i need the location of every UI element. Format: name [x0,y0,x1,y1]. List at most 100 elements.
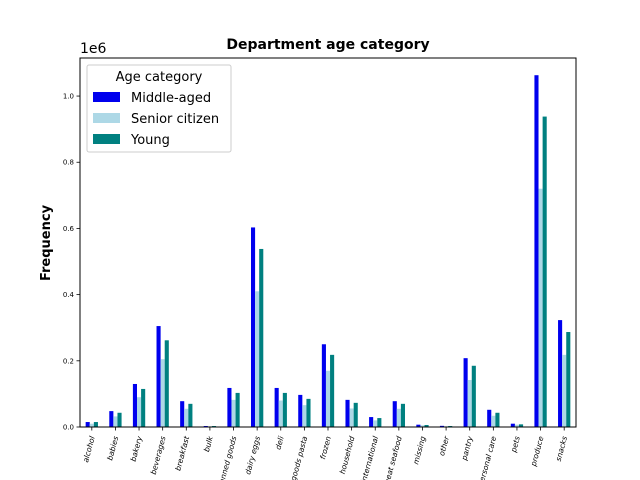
x-tick-label: personal care [476,435,498,480]
bar-young-alcohol [93,422,98,427]
bar-senior-citizen-pantry [467,380,472,427]
x-tick-label: frozen [318,435,333,460]
bar-middle-aged-other [439,425,445,427]
bar-young-produce [542,116,547,427]
y-tick-label: 0.0 [63,424,74,432]
x-tick-label: missing [411,435,427,465]
bar-middle-aged-personal-care [487,409,492,427]
chart-title: Department age category [226,37,429,53]
bar-middle-aged-alcohol [85,422,90,427]
bar-young-bakery [141,388,146,427]
bar-senior-citizen-babies [113,416,118,427]
bar-middle-aged-canned-goods [227,387,232,427]
bar-senior-citizen-meat-seafood [396,408,401,427]
y-multiplier: 1e6 [80,41,107,57]
legend-label: Middle-aged [131,91,211,106]
bar-middle-aged-pets [510,423,515,427]
plot-frame [79,57,577,428]
bar-middle-aged-international [369,417,374,427]
y-tick-label: 1.0 [63,93,74,101]
y-tick-label: 0.8 [63,159,74,167]
bar-senior-citizen-personal-care [491,415,496,427]
bar-middle-aged-produce [534,75,539,427]
bar-senior-citizen-deli [278,400,283,427]
x-tick-label: other [437,434,451,457]
bar-young-pantry [471,365,476,427]
legend-swatch [93,92,120,102]
bar-young-canned-goods [235,392,240,427]
bar-young-missing [424,425,429,427]
x-tick-label: dry goods pasta [285,435,309,480]
x-tick-label: household [338,435,357,475]
bar-young-household [353,402,358,427]
x-tick-label: breakfast [173,434,191,472]
bars-group [85,75,571,427]
bar-middle-aged-dairy-eggs [250,227,256,427]
bar-senior-citizen-pets [514,424,520,427]
legend-box [86,64,232,153]
bar-senior-citizen-dairy-eggs [255,291,260,427]
y-axis-label: Frequency [39,204,54,281]
bar-senior-citizen-frozen [325,370,331,427]
x-tick-label: alcohol [81,434,97,463]
legend-items: Middle-aged Senior citizen Young [93,91,219,148]
bar-senior-citizen-beverages [160,359,165,427]
x-tick-label: babies [105,435,120,461]
bar-middle-aged-dry-goods-pasta [298,394,303,427]
bar-young-international [377,418,382,427]
legend-label: Senior citizen [131,112,219,127]
bar-young-deli [282,392,287,427]
x-tick-label: meat seafood [382,435,404,480]
bar-young-personal-care [495,412,500,427]
bar-young-dry-goods-pasta [306,398,311,427]
x-tick-label: beverages [149,435,168,475]
bar-senior-citizen-produce [538,188,543,427]
bar-middle-aged-bakery [132,383,137,427]
bar-senior-citizen-alcohol [89,423,94,427]
bar-senior-citizen-canned-goods [231,399,236,427]
legend: Age category Middle-aged Senior citizen Yo… [86,64,232,153]
bar-young-frozen [330,354,335,427]
bar-senior-citizen-international [373,420,378,427]
bar-young-breakfast [188,403,193,427]
bar-middle-aged-breakfast [180,401,185,427]
x-tick-label: snacks [554,435,569,462]
bar-middle-aged-missing [416,424,421,427]
x-tick-label: bulk [202,435,215,453]
x-tick-label: produce [529,435,546,468]
bar-senior-citizen-dry-goods-pasta [302,405,307,427]
bar-middle-aged-pantry [463,358,468,427]
bar-middle-aged-beverages [156,326,161,427]
bar-young-pets [519,424,524,427]
bar-middle-aged-frozen [321,344,326,427]
bar-senior-citizen-breakfast [184,408,189,427]
bar-young-beverages [164,340,169,427]
bar-senior-citizen-missing [420,425,425,427]
legend-swatch [93,134,120,144]
legend-title: Age category [116,70,203,85]
bar-senior-citizen-bakery [136,397,142,427]
y-ticks-group: 0.0 0.2 0.4 0.6 0.8 1.0 [63,93,80,432]
legend-label: Young [130,133,170,148]
bar-middle-aged-meat-seafood [392,401,397,427]
x-tick-label: dairy eggs [243,435,262,475]
x-tick-label: bakery [129,435,145,463]
bar-young-snacks [566,332,571,427]
y-tick-label: 0.6 [63,225,75,233]
bar-senior-citizen-snacks [562,354,567,427]
y-tick-label: 0.2 [63,357,74,365]
x-tick-label: international [359,434,380,480]
x-tick-label: pantry [459,435,474,463]
bar-middle-aged-deli [274,387,279,427]
x-ticks-group: alcohol babies bakery beverages breakfast bul… [81,427,569,480]
y-tick-label: 0.4 [63,291,75,299]
x-tick-label: canned goods [216,435,238,480]
bar-senior-citizen-household [349,408,354,427]
legend-swatch [93,113,120,123]
bar-young-dairy-eggs [259,248,264,427]
x-tick-label: pets [509,435,522,454]
x-tick-label: deli [273,434,285,450]
bar-middle-aged-snacks [558,320,563,427]
bar-young-meat-seafood [400,403,406,427]
